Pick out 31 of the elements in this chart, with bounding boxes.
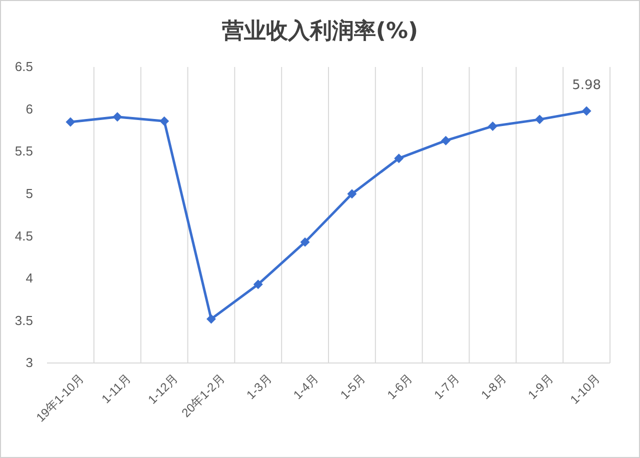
x-tick-label: 1-8月 bbox=[478, 371, 509, 402]
y-tick-label: 6.5 bbox=[14, 59, 33, 74]
y-tick-label: 3.5 bbox=[14, 312, 33, 328]
x-tick-label: 1-9月 bbox=[525, 371, 556, 402]
point bbox=[300, 237, 310, 247]
point bbox=[441, 136, 451, 146]
y-tick-label: 4.5 bbox=[14, 228, 33, 244]
x-tick-label: 1-7月 bbox=[431, 371, 462, 402]
point bbox=[534, 114, 544, 124]
point bbox=[66, 117, 76, 127]
y-tick-label: 5.5 bbox=[14, 144, 33, 159]
x-tick-label: 1-6月 bbox=[384, 371, 416, 402]
point bbox=[112, 112, 122, 122]
y-tick-label: 4 bbox=[26, 270, 33, 286]
point bbox=[253, 280, 263, 290]
y-tick-label: 3 bbox=[26, 355, 33, 370]
data-label: 5.98 bbox=[572, 78, 602, 93]
chart-title: 营业收入利润率(%) bbox=[220, 18, 418, 44]
x-tick-label: 1-4月 bbox=[290, 371, 322, 402]
x-tick-label: 1-11月 bbox=[98, 371, 134, 406]
point bbox=[582, 106, 592, 116]
x-tick-label: 1-3月 bbox=[244, 371, 274, 402]
x-tick-label: 20年1-2月 bbox=[178, 371, 228, 420]
y-tick-label: 6 bbox=[26, 101, 33, 116]
point bbox=[394, 154, 404, 164]
point bbox=[488, 121, 498, 131]
point bbox=[347, 189, 357, 199]
point bbox=[160, 116, 170, 126]
x-tick-label: 1-5月 bbox=[338, 371, 368, 402]
y-tick-label: 5 bbox=[26, 186, 33, 202]
point bbox=[206, 314, 216, 324]
